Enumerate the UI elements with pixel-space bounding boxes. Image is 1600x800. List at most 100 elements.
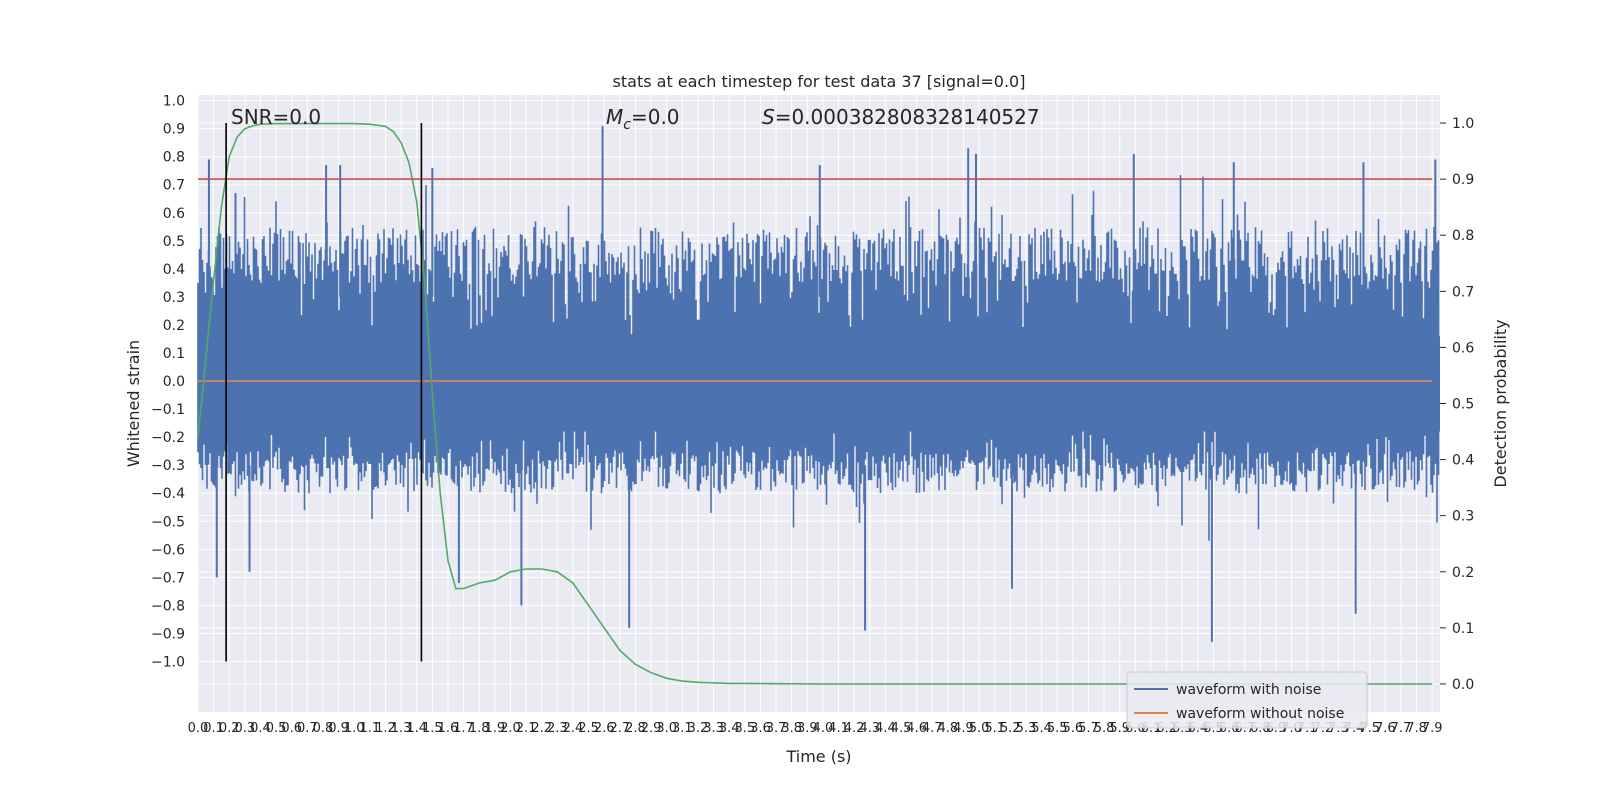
y-tick-label: 0.9 xyxy=(163,122,185,138)
noise-core xyxy=(198,336,1440,432)
y2-tick-label: 0.0 xyxy=(1452,677,1474,693)
x-tick-label: 0.1 xyxy=(203,721,224,736)
x-tick-label: 7.9 xyxy=(1422,721,1443,736)
x-tick-label: 2.4 xyxy=(563,721,584,736)
x-tick-label: 4.9 xyxy=(953,721,974,736)
y-tick-label: −0.5 xyxy=(151,514,185,530)
x-tick-label: 1.0 xyxy=(344,721,365,736)
x-tick-label: 0.6 xyxy=(281,721,302,736)
x-tick-label: 4.6 xyxy=(906,721,927,736)
y2-tick-label: 0.4 xyxy=(1452,453,1474,469)
x-tick-label: 4.7 xyxy=(922,721,943,736)
x-tick-label: 5.3 xyxy=(1016,721,1037,736)
y-tick-label: −0.7 xyxy=(151,570,185,586)
x-tick-label: 5.4 xyxy=(1031,721,1052,736)
x-tick-label: 1.8 xyxy=(469,721,490,736)
x-tick-label: 2.7 xyxy=(609,721,630,736)
x-axis-label: Time (s) xyxy=(785,747,851,766)
y2-tick-label: 0.2 xyxy=(1452,565,1474,581)
s-value: =0.000382808328140527 xyxy=(775,105,1040,129)
noise-series xyxy=(197,125,1440,642)
y2-tick-label: 0.9 xyxy=(1452,172,1474,188)
s-symbol: S xyxy=(762,105,775,129)
snr-annotation: SNR=0.0 xyxy=(231,105,321,129)
x-tick-label: 1.6 xyxy=(438,721,459,736)
legend-box xyxy=(1126,671,1368,729)
x-tick-label: 5.6 xyxy=(1063,721,1084,736)
y-tick-label: −0.1 xyxy=(151,402,185,418)
y-tick-label: −0.8 xyxy=(151,598,185,614)
series-line xyxy=(197,122,1433,685)
y-tick-label: 0.8 xyxy=(163,150,185,166)
x-tick-label: 1.1 xyxy=(360,721,381,736)
x-tick-label: 4.3 xyxy=(859,721,880,736)
x-tick-label: 0.8 xyxy=(313,721,334,736)
x-tick-label: 5.2 xyxy=(1000,721,1021,736)
x-tick-label: 4.2 xyxy=(844,721,865,736)
y-tick-label: 0.6 xyxy=(163,206,185,222)
y-tick-label: 0.4 xyxy=(163,262,185,278)
x-tick-label: 3.2 xyxy=(688,721,709,736)
x-tick-label: 4.0 xyxy=(813,721,834,736)
y-tick-label: −1.0 xyxy=(151,655,185,671)
y2-tick-label: 0.6 xyxy=(1452,340,1474,356)
y-tick-label: −0.9 xyxy=(151,626,185,642)
x-tick-label: 2.1 xyxy=(516,721,537,736)
legend-label: waveform with noise xyxy=(1176,682,1321,698)
x-tick-label: 1.3 xyxy=(391,721,412,736)
y2-axis-label: Detection probability xyxy=(1491,319,1510,487)
x-tick-label: 1.7 xyxy=(453,721,474,736)
x-tick-label: 5.8 xyxy=(1094,721,1115,736)
x-tick-label: 0.5 xyxy=(266,721,287,736)
y2-tick-label: 0.1 xyxy=(1452,621,1474,637)
y-tick-label: 0.0 xyxy=(163,374,185,390)
y-tick-label: −0.4 xyxy=(151,486,185,502)
x-tick-label: 0.4 xyxy=(250,721,271,736)
x-tick-label: 3.3 xyxy=(703,721,724,736)
x-tick-label: 5.1 xyxy=(984,721,1005,736)
x-tick-label: 2.5 xyxy=(578,721,599,736)
x-tick-label: 1.9 xyxy=(484,721,505,736)
s-annotation: S=0.000382808328140527 xyxy=(762,105,1040,129)
y-tick-label: 1.0 xyxy=(163,94,185,110)
chart-title: stats at each timestep for test data 37 … xyxy=(613,72,1026,91)
x-tick-label: 2.8 xyxy=(625,721,646,736)
x-tick-label: 0.7 xyxy=(297,721,318,736)
x-tick-label: 2.0 xyxy=(500,721,521,736)
x-tick-label: 7.7 xyxy=(1391,721,1412,736)
x-tick-label: 4.5 xyxy=(891,721,912,736)
x-tick-label: 2.6 xyxy=(594,721,615,736)
y-tick-label: −0.6 xyxy=(151,542,185,558)
mc-symbol: M xyxy=(606,105,623,129)
x-tick-label: 1.4 xyxy=(406,721,427,736)
x-tick-label: 2.3 xyxy=(547,721,568,736)
x-tick-label: 4.4 xyxy=(875,721,896,736)
x-tick-label: 5.7 xyxy=(1078,721,1099,736)
x-tick-label: 3.7 xyxy=(766,721,787,736)
x-tick-label: 3.6 xyxy=(750,721,771,736)
y-tick-label: 0.5 xyxy=(163,234,185,250)
x-tick-label: 5.9 xyxy=(1109,721,1130,736)
y2-tick-label: 1.0 xyxy=(1452,116,1474,132)
y-tick-label: 0.2 xyxy=(163,318,185,334)
x-tick-label: 4.8 xyxy=(938,721,959,736)
y-tick-label: −0.2 xyxy=(151,430,185,446)
y2-tick-label: 0.5 xyxy=(1452,397,1474,413)
mc-annotation: Mc=0.0 xyxy=(606,105,680,133)
legend: waveform with noise waveform without nois… xyxy=(1126,671,1368,729)
x-tick-label: 3.1 xyxy=(672,721,693,736)
x-tick-label: 0.2 xyxy=(219,721,240,736)
y2-tick-label: 0.3 xyxy=(1452,509,1474,525)
y-axis-label: Whitened strain xyxy=(124,340,143,467)
x-tick-label: 2.2 xyxy=(531,721,552,736)
x-tick-label: 0.3 xyxy=(235,721,256,736)
line-series xyxy=(197,122,1433,685)
vertical-markers xyxy=(225,123,423,662)
x-tick-label: 0.9 xyxy=(328,721,349,736)
x-tick-label: 3.8 xyxy=(781,721,802,736)
x-tick-label: 3.5 xyxy=(734,721,755,736)
x-tick-label: 0.0 xyxy=(188,721,209,736)
y2-tick-label: 0.8 xyxy=(1452,228,1474,244)
y-tick-label: 0.1 xyxy=(163,346,185,362)
